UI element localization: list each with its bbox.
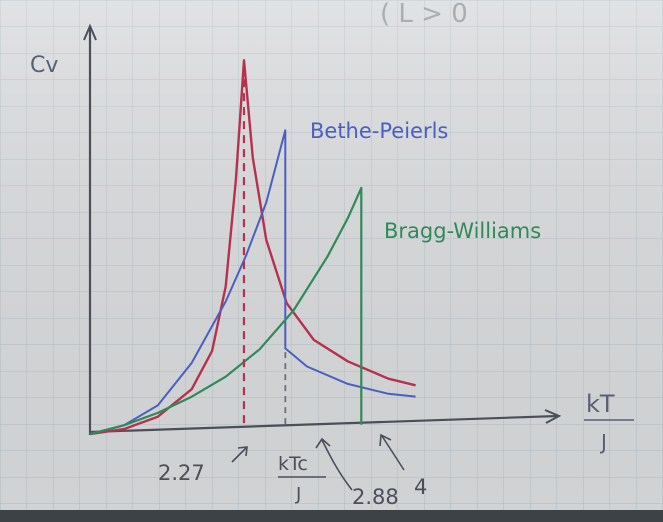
y-axis-arrow <box>83 23 97 41</box>
annotation-4-arrow <box>379 433 405 471</box>
annotation-2-88-arrow <box>315 437 353 491</box>
x-axis-label-denominator: J <box>599 430 607 454</box>
series-line-bragg-williams <box>89 186 363 436</box>
annotation-ktc-denominator: J <box>295 484 301 505</box>
series-label-bragg-williams: Bragg-Williams <box>384 219 541 243</box>
annotation-2-27: 2.27 <box>158 461 205 485</box>
annotation-4: 4 <box>414 475 427 499</box>
paper-edge <box>0 510 663 522</box>
annotation-2-27-arrow <box>231 446 248 463</box>
corner-faint-text: ( L > 0 <box>380 0 468 29</box>
x-axis-arrow <box>544 409 562 424</box>
series-label-bethe-peierls: Bethe-Peierls <box>310 119 448 143</box>
y-axis-label: Cv <box>30 53 58 78</box>
series-line-bethe-peierls <box>89 129 416 435</box>
annotation-2-88: 2.88 <box>352 485 399 509</box>
x-axis-label-numerator: kT <box>586 390 615 418</box>
x-axis <box>89 414 559 434</box>
annotation-ktc-numerator: kTc <box>278 453 308 475</box>
